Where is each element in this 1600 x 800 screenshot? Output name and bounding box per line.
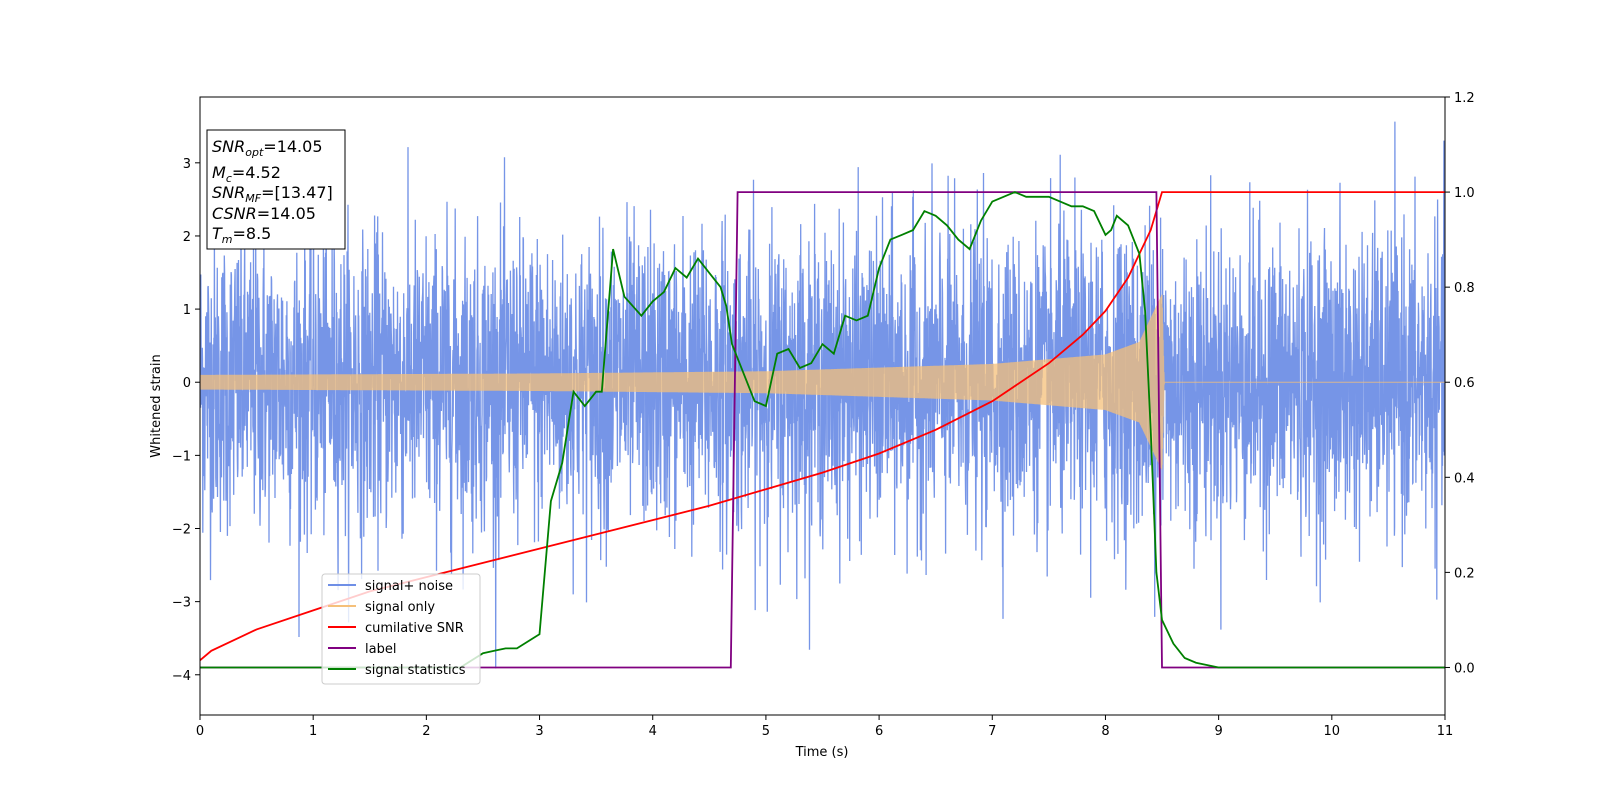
info-mc: Mc=4.52	[212, 163, 281, 185]
legend-label-signal-only: signal only	[365, 600, 435, 615]
info-box: SNRopt=14.05 Mc=4.52 SNRMF=[13.47] CSNR=…	[206, 129, 346, 250]
x-tick-label: 4	[649, 724, 657, 739]
legend-label-signal-noise: signal+ noise	[365, 579, 453, 594]
series-signal-statistics-line	[200, 191, 1445, 669]
y-right-tick-label: 1.0	[1454, 186, 1475, 201]
series-signal-noise-line	[200, 121, 1445, 669]
legend: signal+ noise signal only cumilative SNR…	[321, 573, 481, 685]
info-csnr-symbol: CSNR	[212, 204, 257, 223]
info-mc-symbol: M	[212, 163, 226, 182]
x-tick-label: 3	[535, 724, 543, 739]
y-right-tick-label: 1.2	[1454, 91, 1475, 106]
y-left-tick-label: −4	[172, 669, 191, 684]
info-csnr: CSNR=14.05	[212, 204, 316, 223]
info-snr-opt-value: =14.05	[263, 137, 322, 156]
x-tick-label: 8	[1101, 724, 1109, 739]
y-left-tick-label: 2	[183, 230, 191, 245]
info-snr-opt-symbol: SNR	[212, 137, 245, 156]
legend-frame	[321, 573, 481, 685]
info-tm-sub: m	[222, 233, 233, 246]
plot-area-frame	[199, 96, 1446, 716]
series-signal-only-line	[200, 294, 1445, 470]
x-tick-label: 9	[1214, 724, 1222, 739]
x-tick-label: 0	[196, 724, 204, 739]
info-snr-opt: SNRopt=14.05	[212, 137, 323, 159]
info-tm-value: =8.5	[233, 224, 272, 243]
info-box-frame	[206, 129, 346, 250]
x-tick-label: 1	[309, 724, 317, 739]
info-snr-mf: SNRMF=[13.47]	[212, 183, 333, 205]
x-tick-label: 6	[875, 724, 883, 739]
y-right-tick-label: 0.2	[1454, 566, 1475, 581]
legend-label-signal-statistics: signal statistics	[365, 663, 466, 678]
legend-label-cumulative-snr: cumilative SNR	[365, 621, 464, 636]
info-tm-symbol: T	[212, 224, 223, 243]
x-tick-label: 7	[988, 724, 996, 739]
ticks-layer: 0 1 2 3 4 5 6 7 8 9 10 11 −4 −3 −2 −1 0 1 2 3 0.0 0.2 0.4 0.6 0.…	[172, 91, 1475, 739]
info-snr-mf-symbol: SNR	[212, 183, 245, 202]
series-label-line	[200, 191, 1445, 669]
info-snr-mf-value: =[13.47]	[261, 183, 333, 202]
info-snr-mf-sub: MF	[245, 192, 261, 205]
x-tick-label: 5	[762, 724, 770, 739]
y-left-tick-label: 0	[183, 376, 191, 391]
x-tick-label: 2	[422, 724, 430, 739]
x-tick-label: 10	[1324, 724, 1341, 739]
info-mc-value: =4.52	[232, 163, 281, 182]
y-right-tick-label: 0.6	[1454, 376, 1475, 391]
info-mc-sub: c	[226, 172, 232, 185]
info-csnr-value: =14.05	[257, 204, 316, 223]
y-left-tick-label: −2	[172, 523, 191, 538]
y-right-tick-label: 0.0	[1454, 661, 1475, 676]
y-left-tick-label: −1	[172, 449, 191, 464]
y-right-tick-label: 0.8	[1454, 281, 1475, 296]
legend-label-label: label	[365, 642, 396, 657]
y-left-tick-label: 3	[183, 157, 191, 172]
x-axis-title: Time (s)	[795, 745, 849, 760]
x-tick-label: 11	[1437, 724, 1454, 739]
info-snr-opt-sub: opt	[245, 146, 264, 159]
y-left-tick-label: 1	[183, 303, 191, 318]
y-right-tick-label: 0.4	[1454, 471, 1475, 486]
y-axis-title: Whitened strain	[149, 354, 164, 457]
info-tm: Tm=8.5	[212, 224, 271, 246]
y-left-tick-label: −3	[172, 596, 191, 611]
